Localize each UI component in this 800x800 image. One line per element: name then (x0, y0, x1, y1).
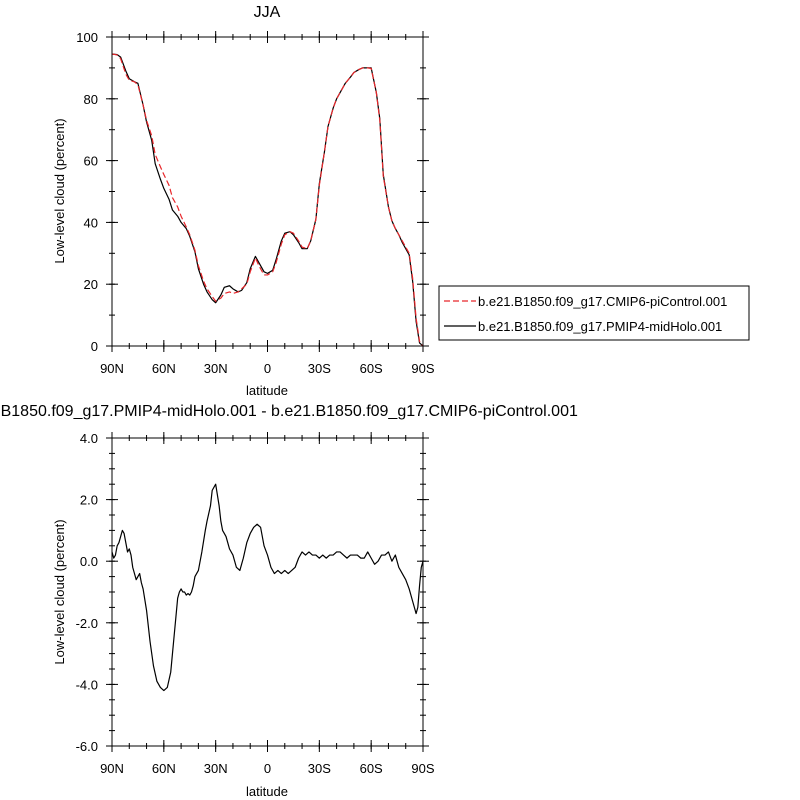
top-plot-axes: 90N 60N 30N 0 30S 60S 90S 0 20 40 60 80 100 (76, 30, 435, 376)
x-tick-label: 90N (100, 361, 124, 376)
x-tick-label: 90N (100, 761, 124, 776)
legend-box (438, 285, 750, 341)
series-line-0-1 (111, 53, 424, 347)
plot-frame (111, 437, 424, 747)
y-tick-label: 100 (76, 30, 98, 45)
top-y-axis-label: Low-level cloud (percent) (52, 118, 67, 263)
bottom-chart-title: b.e21.B1850.f09_g17.PMIP4-midHolo.001 - … (0, 403, 578, 420)
plot-frame (111, 36, 424, 347)
x-tick-label: 90S (411, 761, 434, 776)
bottom-x-axis-label: latitude (246, 784, 288, 799)
x-tick-label: 30N (204, 361, 228, 376)
x-tick-label: 0 (264, 361, 271, 376)
series-line-1-0 (111, 483, 424, 692)
x-tick-label: 60N (152, 361, 176, 376)
legend: b.e21.B1850.f09_g17.CMIP6-piControl.001 … (438, 285, 750, 341)
x-tick-label: 0 (264, 761, 271, 776)
series-line-0-0 (111, 53, 424, 347)
y-tick-label: 40 (84, 215, 98, 230)
y-tick-label: 80 (84, 92, 98, 107)
y-tick-label: 60 (84, 154, 98, 169)
x-tick-label: 30S (308, 761, 331, 776)
x-tick-label: 30S (308, 361, 331, 376)
x-tick-label: 30N (204, 761, 228, 776)
top-chart-title: JJA (254, 4, 281, 21)
top-plot-series (111, 53, 424, 347)
y-tick-label: -6.0 (76, 739, 98, 754)
bottom-plot-axes: 90N 60N 30N 0 30S 60S 90S -6.0 -4.0 -2.0 0.0 2.0 4.0 (76, 431, 435, 776)
legend-label-midholo: b.e21.B1850.f09_g17.PMIP4-midHolo.001 (478, 319, 722, 334)
legend-label-picontrol: b.e21.B1850.f09_g17.CMIP6-piControl.001 (478, 294, 727, 309)
y-tick-label: -4.0 (76, 677, 98, 692)
bottom-y-axis-label: Low-level cloud (percent) (52, 519, 67, 664)
y-tick-label: 4.0 (80, 431, 98, 446)
bottom-panel: b.e21.B1850.f09_g17.PMIP4-midHolo.001 - … (0, 403, 578, 799)
y-tick-label: 0.0 (80, 554, 98, 569)
top-x-axis-label: latitude (246, 383, 288, 398)
y-tick-label: -2.0 (76, 616, 98, 631)
top-panel: JJA Low-level cloud (percent) latitude 9… (52, 4, 435, 398)
x-tick-label: 90S (411, 361, 434, 376)
y-tick-label: 2.0 (80, 493, 98, 508)
x-tick-label: 60N (152, 761, 176, 776)
bottom-plot-series (111, 483, 424, 692)
x-tick-label: 60S (360, 761, 383, 776)
y-tick-label: 0 (91, 339, 98, 354)
y-tick-label: 20 (84, 277, 98, 292)
x-tick-label: 60S (360, 361, 383, 376)
